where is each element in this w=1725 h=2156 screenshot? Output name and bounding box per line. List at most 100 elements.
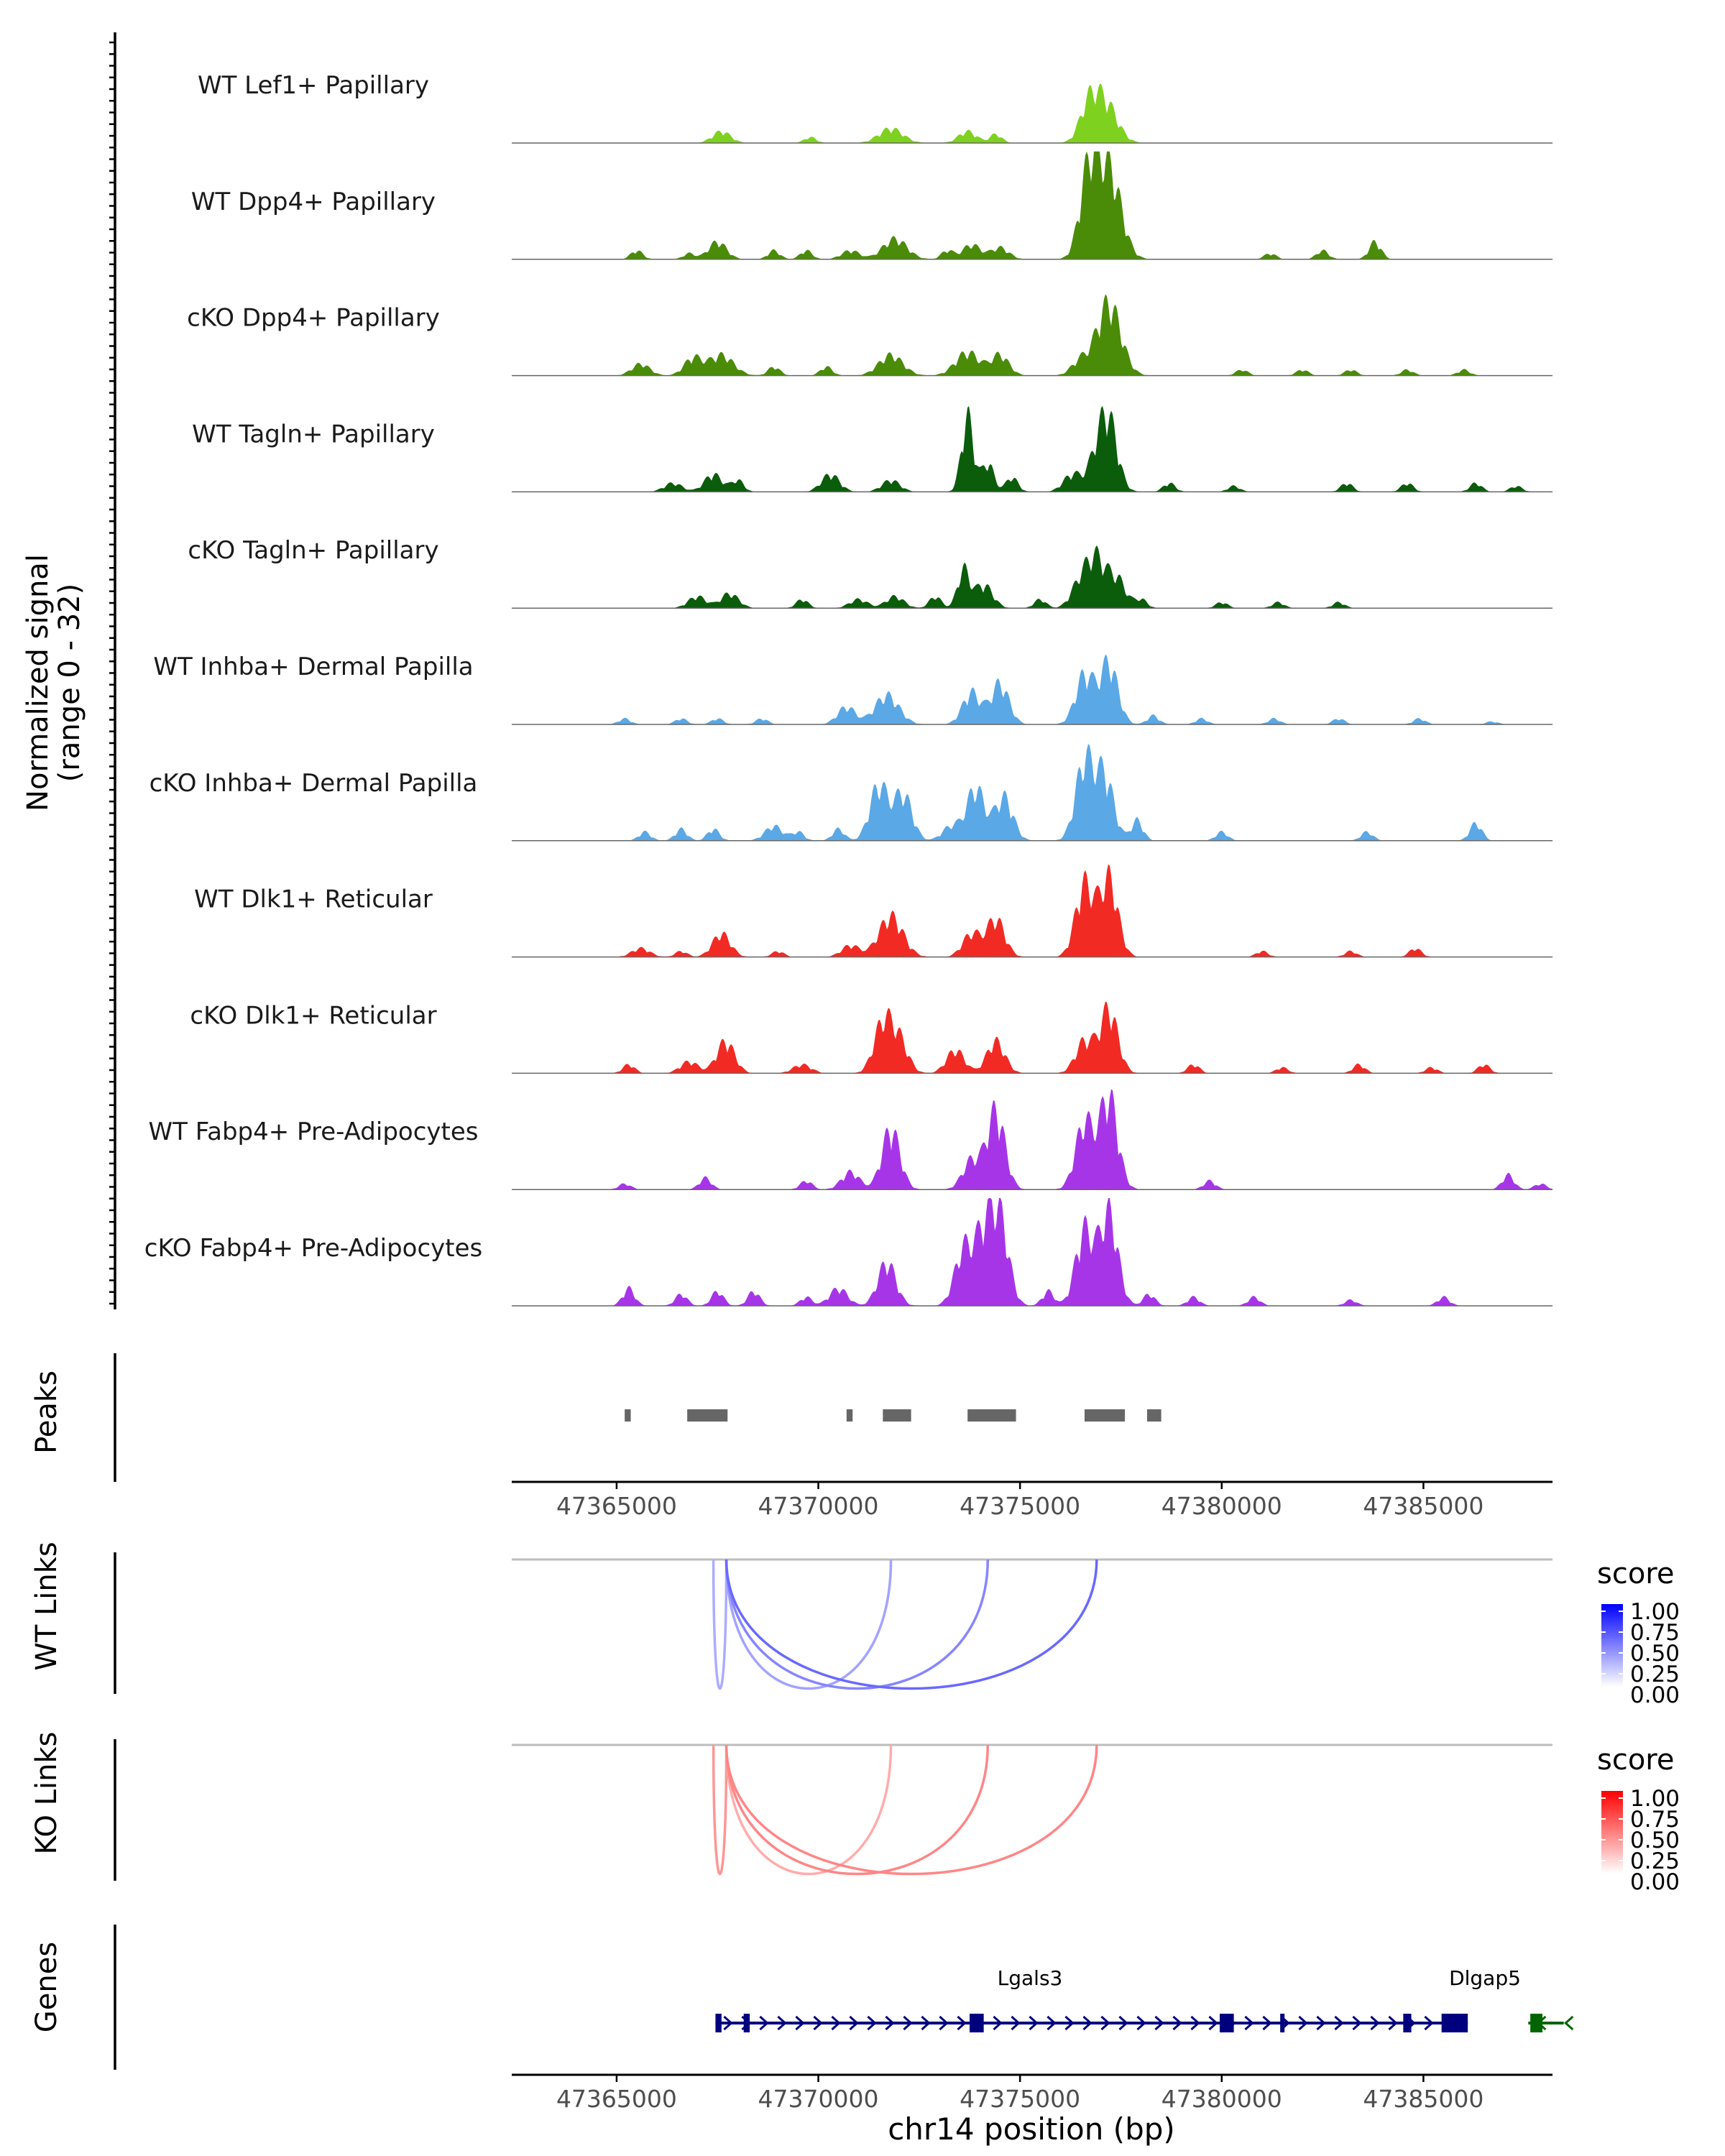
coverage-track-label: cKO Tagln+ Papillary	[188, 536, 438, 565]
peak-region	[687, 1409, 728, 1422]
peak-region	[1146, 1409, 1162, 1422]
wt-links-legend-title: score	[1597, 1557, 1674, 1590]
strand-arrow	[867, 2015, 877, 2031]
strand-arrow	[1564, 2015, 1574, 2031]
link-arc	[712, 1559, 728, 1690]
coverage-track: WT Tagln+ Papillary	[192, 405, 1552, 493]
strand-arrow	[1262, 2015, 1272, 2031]
strand-arrow	[921, 2015, 931, 2031]
strand-arrow	[1424, 2015, 1434, 2031]
strand-arrow	[1388, 2015, 1398, 2031]
link-arc	[724, 1744, 893, 1876]
legend-tick-label: 0.75	[1630, 1807, 1680, 1833]
strand-arrow	[1190, 2015, 1200, 2031]
coverage-track-label: WT Tagln+ Papillary	[192, 420, 435, 448]
strand-arrow	[885, 2015, 895, 2031]
peak-region	[1084, 1409, 1126, 1422]
coverage-track: WT Fabp4+ Pre-Adipocytes	[149, 1089, 1552, 1190]
coverage-track-label: cKO Dpp4+ Papillary	[187, 304, 440, 333]
gene-model: Lgals3	[715, 1966, 1468, 2032]
strand-arrow	[939, 2015, 949, 2031]
x-axis-title: chr14 position (bp)	[888, 2111, 1175, 2147]
strand-arrow	[1172, 2015, 1182, 2031]
strand-arrow	[1046, 2015, 1057, 2031]
genes-panel: Lgals3 Dlgap5	[114, 1925, 1574, 2070]
gene-name-label: Dlgap5	[1449, 1966, 1521, 1990]
coverage-area	[512, 1198, 1552, 1306]
strand-arrow	[777, 2015, 787, 2031]
legend-tick-label: 0.00	[1630, 1869, 1680, 1895]
coverage-track-label: cKO Fabp4+ Pre-Adipocytes	[144, 1234, 483, 1263]
strand-arrow	[1334, 2015, 1344, 2031]
coverage-track-label: WT Inhba+ Dermal Papilla	[153, 653, 473, 681]
x-axis-tick-label: 47365000	[556, 2085, 677, 2113]
x-axis-tick-label: 47370000	[758, 2085, 879, 2113]
legend-tick-label: 1.00	[1630, 1786, 1680, 1812]
coverage-area	[512, 864, 1552, 957]
strand-arrow	[795, 2015, 805, 2031]
links-track: 1.000.750.500.250.00	[114, 1739, 1680, 1895]
strand-arrow	[1011, 2015, 1021, 2031]
gene-exon	[1219, 2014, 1234, 2032]
coverage-area	[512, 1089, 1552, 1190]
legend-tick-label: 0.25	[1630, 1662, 1680, 1687]
peak-region	[883, 1409, 911, 1422]
link-arc	[724, 1559, 1098, 1690]
strand-arrow	[849, 2015, 859, 2031]
coverage-area	[512, 1001, 1552, 1074]
link-arc	[724, 1744, 1098, 1876]
link-arc	[724, 1559, 893, 1690]
coverage-ylabel-line1: Normalized signal	[22, 554, 55, 811]
ko-links-legend-title: score	[1597, 1743, 1674, 1777]
strand-arrow	[723, 2015, 733, 2031]
strand-arrow	[759, 2015, 769, 2031]
x-axis-tick-label: 47385000	[1363, 1492, 1484, 1520]
legend-tick-label: 0.00	[1630, 1682, 1680, 1708]
strand-arrow	[993, 2015, 1003, 2031]
legend-tick-label: 0.50	[1630, 1828, 1680, 1853]
strand-arrow	[1082, 2015, 1092, 2031]
x-axis: 47365000 47370000 47375000 47380000 47385000…	[512, 1480, 1552, 2113]
coverage-track-label: WT Dpp4+ Papillary	[191, 188, 436, 216]
strand-arrow	[813, 2015, 823, 2031]
x-axis-tick-label: 47380000	[1162, 2085, 1282, 2113]
coverage-track: cKO Tagln+ Papillary	[188, 536, 1552, 609]
gene-exon	[1280, 2014, 1285, 2032]
legend-tick-label: 1.00	[1630, 1599, 1680, 1625]
peak-region	[625, 1409, 631, 1422]
genes-track-label: Genes	[30, 1942, 63, 2032]
strand-arrow	[1100, 2015, 1110, 2031]
x-axis-tick-label: 47375000	[960, 1492, 1080, 1520]
legend-tick-label: 0.25	[1630, 1848, 1680, 1874]
coverage-area	[512, 545, 1552, 609]
coverage-track: WT Inhba+ Dermal Papilla	[153, 653, 1552, 725]
strand-arrow	[1352, 2015, 1362, 2031]
gene-exon	[1530, 2014, 1542, 2032]
coverage-track: cKO Inhba+ Dermal Papilla	[150, 744, 1552, 842]
legend-colorbar	[1601, 1604, 1623, 1687]
coverage-panel: WT Lef1+ Papillary WT Dpp4+ Papillary cKO …	[109, 32, 1552, 1309]
link-arc	[712, 1744, 728, 1875]
links-track: 1.000.750.500.250.00	[114, 1552, 1680, 1708]
strand-arrow	[957, 2015, 967, 2031]
link-arc	[724, 1744, 990, 1876]
coverage-area	[512, 83, 1552, 143]
links-panels: 1.000.750.500.250.001.000.750.500.250.00	[114, 1552, 1680, 1895]
wt-links-track-label: WT Links	[30, 1542, 63, 1670]
coverage-ylabel-line2: (range 0 - 32)	[53, 584, 86, 782]
strand-arrow	[831, 2015, 841, 2031]
gene-exon	[743, 2014, 750, 2032]
x-axis-tick-label: 47385000	[1363, 2085, 1484, 2113]
coverage-track: WT Lef1+ Papillary	[198, 71, 1552, 144]
strand-arrow	[1136, 2015, 1146, 2031]
coverage-track: cKO Fabp4+ Pre-Adipocytes	[144, 1198, 1552, 1307]
peak-region	[846, 1409, 853, 1422]
gene-name-label: Lgals3	[998, 1966, 1063, 1990]
link-arc	[724, 1559, 990, 1690]
strand-arrow	[1208, 2015, 1218, 2031]
peaks-panel	[114, 1353, 1162, 1482]
coverage-area	[512, 744, 1552, 841]
strand-arrow	[1064, 2015, 1075, 2031]
strand-arrow	[1029, 2015, 1039, 2031]
